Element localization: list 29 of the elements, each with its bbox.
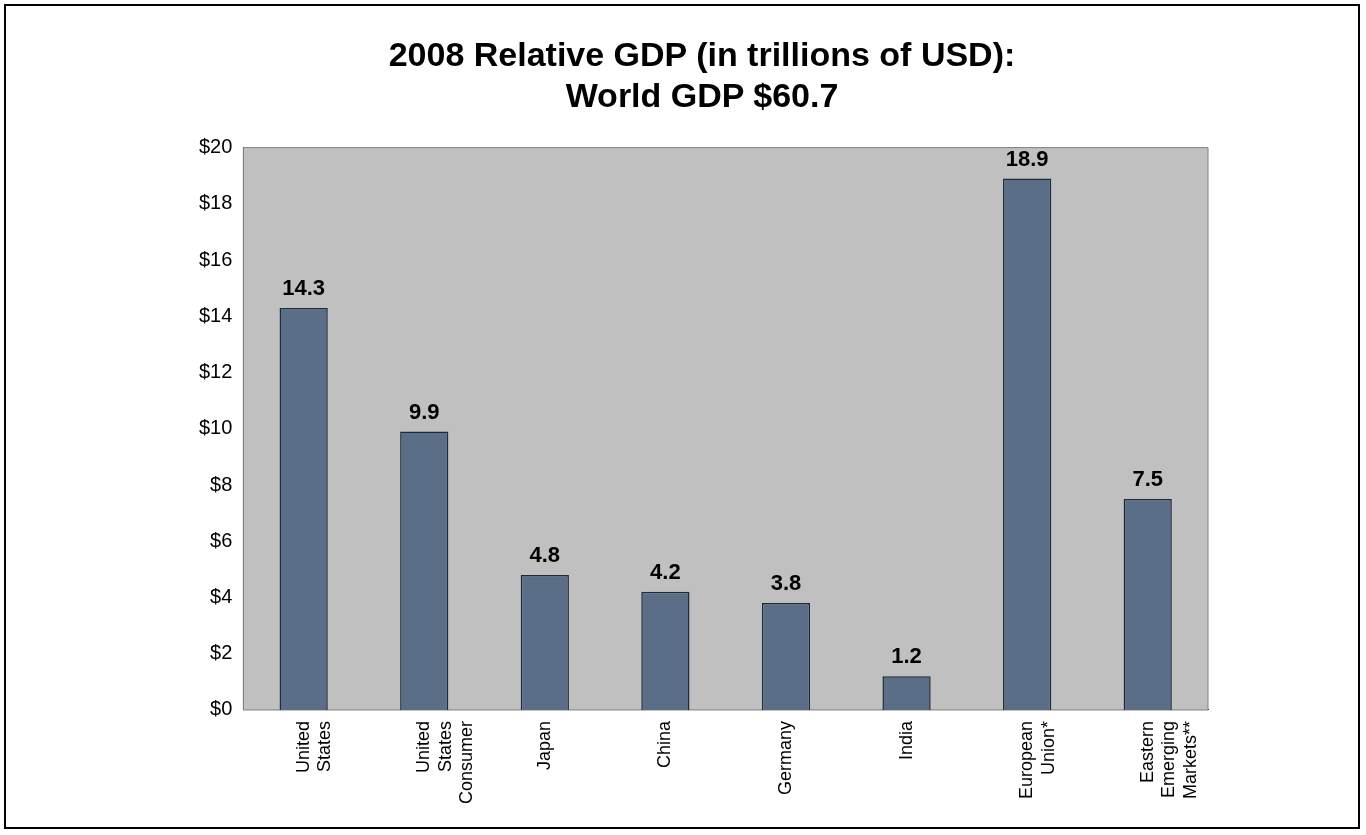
y-tick-label: $2	[210, 641, 233, 664]
data-label: 18.9	[1005, 145, 1049, 171]
y-tick-label: $18	[198, 191, 233, 214]
x-tick-label: European Union*	[1016, 720, 1058, 800]
data-label: 1.2	[891, 643, 922, 669]
data-label: 7.5	[1132, 466, 1164, 492]
text: World GDP $60.7	[565, 75, 839, 114]
text: 2008 Relative GDP (in trillions of USD):	[388, 34, 1016, 73]
y-tick-label: $16	[198, 247, 233, 270]
y-tick-label: $14	[198, 303, 233, 326]
y-tick-label: $20	[198, 135, 233, 158]
x-tick-label: United States Consumer	[413, 720, 477, 804]
data-label: 3.8	[770, 570, 802, 596]
data-label: 9.9	[408, 398, 440, 424]
x-tick-label: India	[895, 720, 916, 761]
data-label: 4.8	[529, 542, 561, 568]
x-tick-label: Germany	[774, 720, 795, 795]
y-tick-label: $10	[198, 416, 233, 439]
x-tick-label: Japan	[533, 720, 554, 771]
x-tick-label: Eastern Emerging Markets**	[1136, 720, 1200, 799]
x-tick-label: United States	[292, 720, 335, 773]
y-tick-label: $6	[210, 528, 233, 551]
x-tick-label: China	[654, 719, 675, 768]
data-label: 14.3	[282, 274, 326, 300]
y-tick-label: $12	[198, 360, 233, 383]
data-label: 4.2	[650, 558, 681, 584]
y-tick-label: $4	[210, 585, 233, 608]
y-tick-label: $0	[210, 697, 233, 720]
y-tick-label: $8	[210, 472, 233, 495]
